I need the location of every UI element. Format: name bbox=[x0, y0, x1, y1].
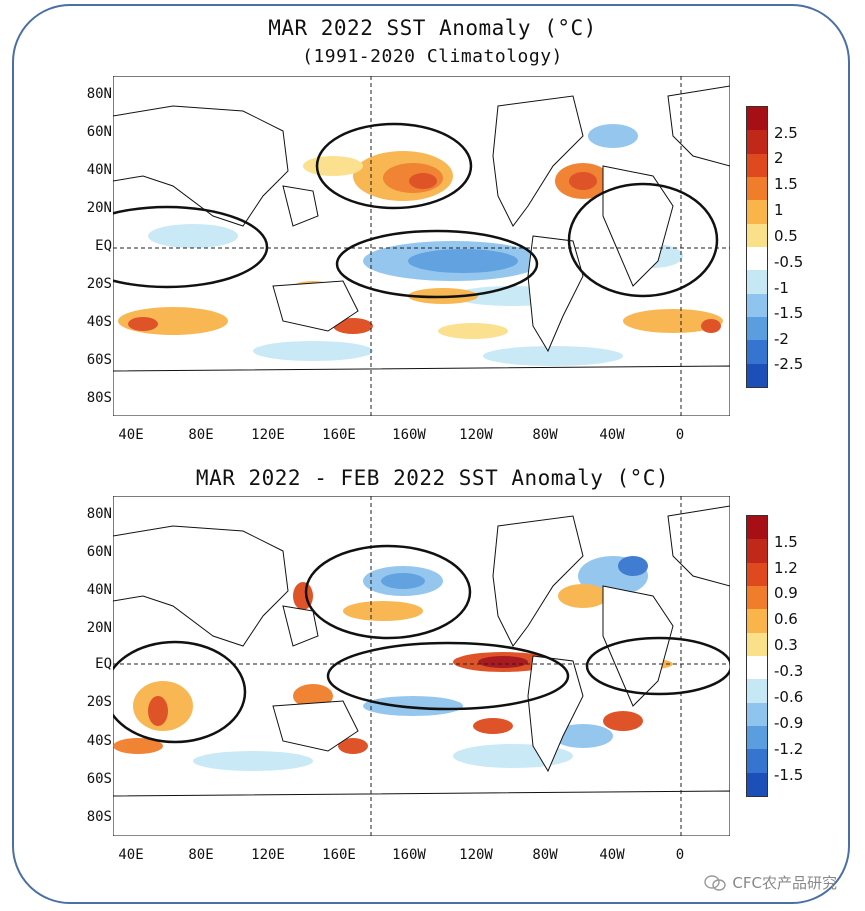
panel1-subtitle: (1991-2020 Climatology) bbox=[302, 46, 563, 67]
lon-label: 120W bbox=[459, 427, 493, 443]
colorbar-swatch bbox=[747, 340, 767, 364]
panel2-map bbox=[113, 496, 730, 836]
lon-label: 80W bbox=[532, 427, 558, 443]
lon-label: 160E bbox=[322, 427, 356, 443]
colorbar-label: -0.5 bbox=[774, 253, 804, 271]
colorbar-swatch bbox=[747, 725, 767, 750]
lat-label: 80N bbox=[86, 86, 112, 102]
lon-label: 120W bbox=[459, 847, 493, 863]
colorbar-swatch bbox=[747, 107, 767, 131]
lat-label: 60S bbox=[86, 352, 112, 368]
colorbar-swatch bbox=[747, 562, 767, 586]
colorbar-swatch bbox=[747, 702, 767, 726]
highlight-ellipse bbox=[335, 229, 539, 299]
colorbar-swatch bbox=[747, 539, 767, 563]
lat-label: 20N bbox=[86, 200, 112, 216]
watermark: CFC农产品研究 bbox=[704, 872, 837, 893]
colorbar-label: 2.5 bbox=[774, 124, 798, 142]
lon-label: 40E bbox=[118, 427, 144, 443]
colorbar-swatch bbox=[747, 609, 767, 633]
colorbar-swatch bbox=[747, 679, 767, 703]
colorbar-swatch bbox=[747, 772, 767, 796]
lon-label: 80W bbox=[532, 847, 558, 863]
colorbar-label: -0.9 bbox=[774, 714, 804, 732]
colorbar-label: 2 bbox=[774, 149, 784, 167]
lat-label: 40N bbox=[86, 582, 112, 598]
lon-label: 40E bbox=[118, 847, 144, 863]
wechat-icon bbox=[704, 874, 727, 891]
colorbar-swatch bbox=[747, 316, 767, 341]
colorbar-label: 1 bbox=[774, 201, 784, 219]
lat-label: 40S bbox=[86, 733, 112, 749]
lat-label: 20S bbox=[86, 694, 112, 710]
colorbar-swatch bbox=[747, 293, 767, 317]
colorbar-label: 0.9 bbox=[774, 584, 798, 602]
lat-label: 20S bbox=[86, 276, 112, 292]
lon-label: 40W bbox=[599, 427, 625, 443]
colorbar-swatch bbox=[747, 632, 767, 656]
colorbar-swatch bbox=[747, 200, 767, 224]
colorbar-swatch bbox=[747, 585, 767, 610]
lon-label: 160E bbox=[322, 847, 356, 863]
lon-label: 80E bbox=[188, 427, 214, 443]
panel1-map bbox=[113, 76, 730, 416]
colorbar-label: 1.5 bbox=[774, 533, 798, 551]
colorbar-label: -1.2 bbox=[774, 740, 804, 758]
colorbar-swatch bbox=[747, 153, 767, 177]
colorbar-swatch bbox=[747, 223, 767, 247]
colorbar-label: -2.5 bbox=[774, 355, 804, 373]
colorbar-label: -2 bbox=[774, 330, 789, 348]
lon-label: 120E bbox=[251, 847, 285, 863]
colorbar-label: 0.3 bbox=[774, 636, 798, 654]
lat-label: 80N bbox=[86, 506, 112, 522]
colorbar-label: -1.5 bbox=[774, 304, 804, 322]
lat-label: 60N bbox=[86, 544, 112, 560]
colorbar-swatch bbox=[747, 130, 767, 154]
panel2-title: MAR 2022 - FEB 2022 SST Anomaly (°C) bbox=[195, 466, 670, 490]
lat-label: 20N bbox=[86, 620, 112, 636]
colorbar-swatch bbox=[747, 655, 767, 680]
colorbar-label: -0.3 bbox=[774, 662, 804, 680]
panel2-colorbar bbox=[746, 515, 768, 797]
watermark-text: CFC农产品研究 bbox=[732, 874, 837, 892]
colorbar-label: -0.6 bbox=[774, 688, 804, 706]
highlight-ellipse bbox=[315, 122, 473, 210]
colorbar-label: 1.2 bbox=[774, 559, 798, 577]
lon-label: 40W bbox=[599, 847, 625, 863]
highlight-ellipse bbox=[326, 641, 570, 711]
colorbar-label: -1.5 bbox=[774, 766, 804, 784]
lat-label: EQ bbox=[95, 656, 112, 672]
lat-label: EQ bbox=[95, 238, 112, 254]
lat-label: 60S bbox=[86, 771, 112, 787]
lon-label: 120E bbox=[251, 427, 285, 443]
panel1-colorbar bbox=[746, 106, 768, 388]
highlight-ellipse bbox=[585, 636, 730, 696]
lat-label: 80S bbox=[86, 390, 112, 406]
colorbar-swatch bbox=[747, 246, 767, 271]
lat-label: 60N bbox=[86, 124, 112, 140]
highlight-ellipse bbox=[304, 544, 472, 640]
lon-label: 80E bbox=[188, 847, 214, 863]
highlight-ellipse bbox=[113, 205, 269, 289]
lon-label: 160W bbox=[392, 847, 426, 863]
lon-label: 160W bbox=[392, 427, 426, 443]
colorbar-swatch bbox=[747, 516, 767, 540]
colorbar-swatch bbox=[747, 363, 767, 387]
lat-label: 40S bbox=[86, 314, 112, 330]
lat-label: 40N bbox=[86, 162, 112, 178]
colorbar-swatch bbox=[747, 176, 767, 201]
colorbar-swatch bbox=[747, 749, 767, 773]
colorbar-label: -1 bbox=[774, 279, 789, 297]
lon-label: 0 bbox=[675, 847, 685, 863]
colorbar-label: 1.5 bbox=[774, 175, 798, 193]
colorbar-swatch bbox=[747, 270, 767, 294]
highlight-ellipse bbox=[567, 182, 719, 298]
colorbar-label: 0.5 bbox=[774, 227, 798, 245]
lon-label: 0 bbox=[675, 427, 685, 443]
highlight-ellipse bbox=[113, 640, 247, 744]
lat-label: 80S bbox=[86, 809, 112, 825]
panel1-title: MAR 2022 SST Anomaly (°C) bbox=[268, 16, 597, 40]
colorbar-label: 0.6 bbox=[774, 610, 798, 628]
